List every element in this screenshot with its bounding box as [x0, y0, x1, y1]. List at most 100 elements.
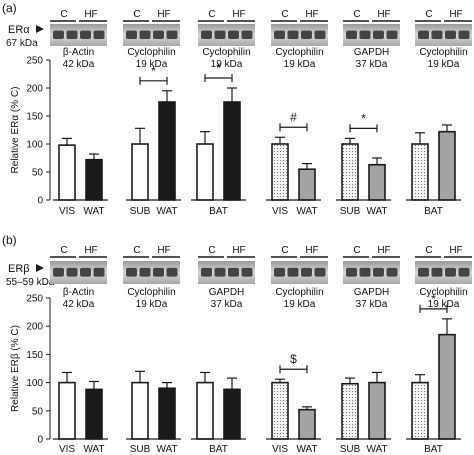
loading-control-label: Cyclophilin [275, 47, 323, 58]
category-label: WAT [156, 444, 177, 455]
blot-band [228, 30, 239, 39]
loading-control-label: Cyclophilin [127, 47, 175, 58]
blot-band [445, 30, 456, 39]
category-label: SUB [130, 444, 151, 455]
y-axis-label: Relative ERα (% C) [10, 87, 21, 174]
loading-control-size: 42 kDa [63, 299, 95, 310]
blot-band [166, 267, 178, 277]
lane-label-hf: HF [377, 245, 390, 256]
category-label: WAT [366, 444, 387, 455]
lane-label-hf: HF [449, 9, 462, 20]
lane-label-hf: HF [157, 245, 170, 256]
category-label: WAT [366, 206, 387, 217]
lane-label-c: C [353, 245, 360, 256]
lane-label-c: C [281, 245, 288, 256]
significance-marker: * [361, 111, 366, 125]
category-label: SUB [340, 206, 361, 217]
arrow-icon [36, 264, 44, 272]
category-label: WAT [296, 444, 317, 455]
lane-label-hf: HF [84, 9, 97, 20]
lane-label-c: C [353, 9, 360, 20]
receptor-blot [50, 24, 107, 46]
lane-label-hf: HF [449, 245, 462, 256]
y-tick-label: 200 [26, 322, 43, 333]
blot-band [431, 267, 443, 277]
bar [85, 158, 103, 201]
receptor-blot [198, 261, 255, 284]
blot-band [241, 267, 253, 277]
bar [196, 143, 214, 201]
receptor-blot [198, 24, 255, 46]
bar [438, 333, 456, 440]
y-tick-label: 0 [37, 435, 43, 446]
receptor-blot [50, 261, 107, 284]
blot-band [386, 267, 398, 277]
category-label: VIS [272, 206, 288, 217]
blot-band [359, 30, 371, 39]
lane-label-c: C [60, 245, 67, 256]
receptor-size: 67 kDa [6, 38, 38, 49]
category-label: BAT [209, 206, 228, 217]
y-tick-label: 0 [37, 196, 43, 207]
lane-label-c: C [425, 9, 432, 20]
significance-marker: * [216, 61, 221, 75]
bar [158, 101, 176, 201]
loading-control-label: Cyclophilin [419, 287, 467, 298]
blot-band [386, 30, 398, 39]
blot-band [373, 267, 384, 277]
blot-band [301, 30, 312, 39]
blot-band [93, 267, 105, 277]
bar [158, 387, 176, 440]
blot-band [126, 267, 137, 277]
bar [58, 144, 76, 201]
blot-band [66, 30, 78, 39]
blot-band [274, 30, 285, 39]
loading-control-label: Cyclophilin [275, 287, 323, 298]
blot-band [458, 267, 470, 277]
category-label: BAT [424, 206, 443, 217]
blot-band [93, 30, 105, 39]
blot-band [66, 267, 78, 277]
lane-label-hf: HF [377, 9, 390, 20]
significance-marker: * [431, 292, 436, 306]
category-label: VIS [59, 206, 75, 217]
lane-label-c: C [60, 9, 67, 20]
significance-marker: $ [290, 352, 297, 366]
receptor-label: ERβ [8, 263, 30, 275]
bar [131, 381, 149, 440]
receptor-blot [343, 24, 400, 46]
panel-label: (a) [2, 1, 17, 15]
lane-label-hf: HF [305, 245, 318, 256]
bar [411, 143, 429, 201]
significance-marker: * [151, 64, 156, 78]
loading-control-label: GAPDH [354, 47, 390, 58]
blot-band [166, 30, 178, 39]
category-label: VIS [272, 444, 288, 455]
y-tick-label: 150 [26, 112, 43, 123]
blot-band [80, 267, 91, 277]
y-tick-label: 250 [26, 294, 43, 305]
category-label: SUB [340, 444, 361, 455]
bar [85, 388, 103, 440]
blot-band [346, 267, 357, 277]
loading-control-label: GAPDH [354, 287, 390, 298]
category-label: VIS [59, 444, 75, 455]
y-axis-label: Relative ERβ (% C) [10, 325, 21, 412]
blot-band [201, 267, 212, 277]
lane-label-c: C [133, 245, 140, 256]
bar [271, 381, 289, 440]
lane-label-hf: HF [305, 9, 318, 20]
blot-band [287, 267, 299, 277]
loading-control-label: Cyclophilin [419, 47, 467, 58]
y-tick-label: 50 [32, 168, 44, 179]
category-label: SUB [130, 206, 151, 217]
loading-control-label: Cyclophilin [202, 47, 250, 58]
loading-control-size: 19 kDa [136, 299, 168, 310]
bar [368, 381, 386, 440]
category-label: WAT [83, 444, 104, 455]
bar [131, 143, 149, 201]
loading-control-label: Cyclophilin [127, 287, 175, 298]
blot-band [214, 267, 226, 277]
blot-band [80, 30, 91, 39]
